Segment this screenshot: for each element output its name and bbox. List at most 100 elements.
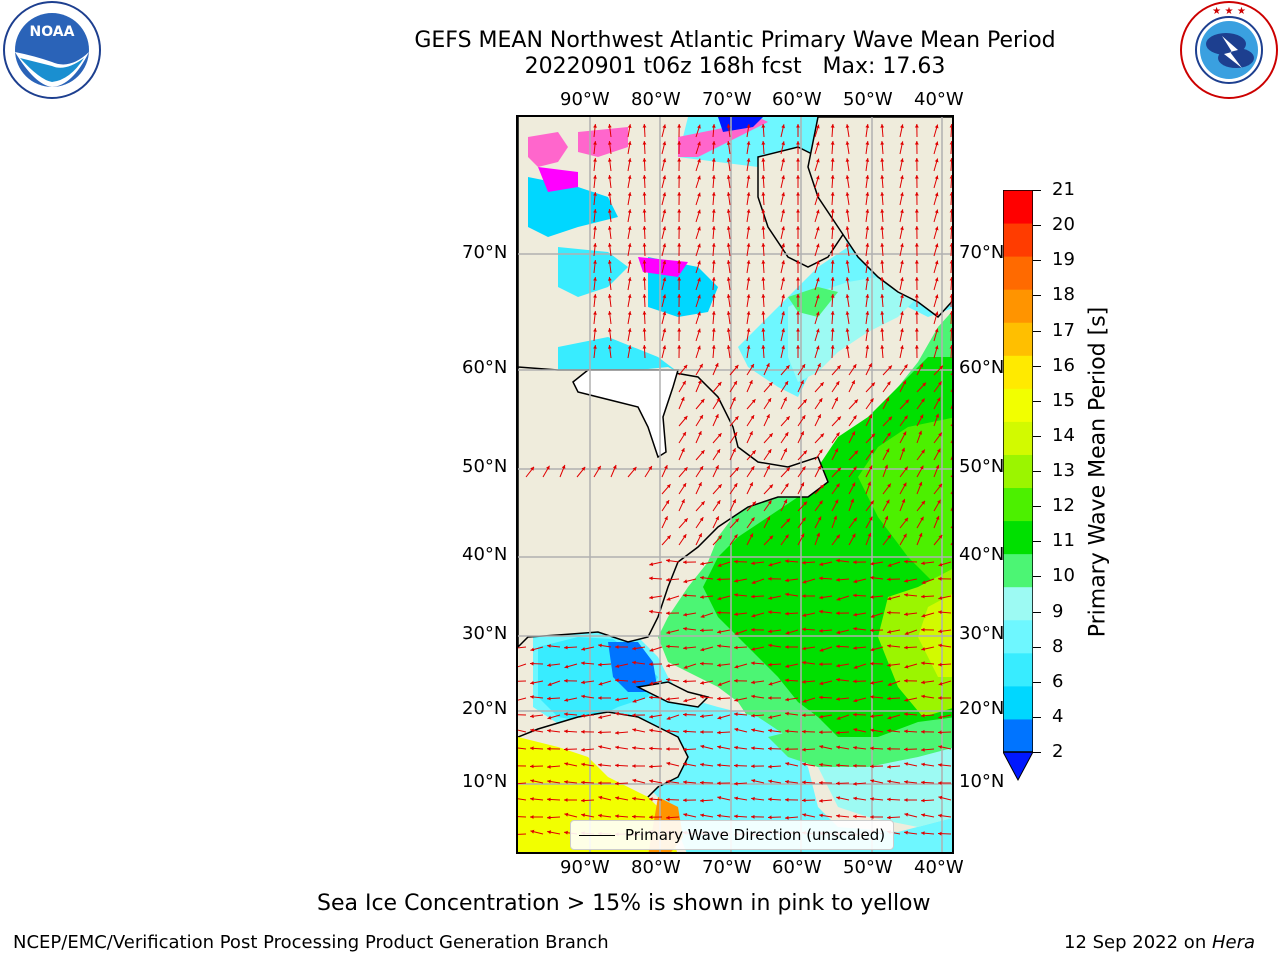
direction-arrowhead (746, 141, 751, 145)
direction-arrowhead (682, 432, 686, 436)
direction-arrowhead (785, 678, 789, 683)
colorbar-tick-label: 4 (1052, 705, 1064, 727)
direction-arrowhead (820, 484, 824, 489)
direction-arrowhead (785, 729, 789, 734)
direction-arrowhead (887, 644, 891, 648)
colorbar-tick-mark (1033, 435, 1041, 437)
direction-arrowhead (900, 141, 904, 146)
direction-arrowhead (593, 226, 597, 230)
direction-arrowhead (815, 328, 820, 333)
direction-arrowhead (530, 680, 535, 685)
direction-arrowhead (734, 467, 739, 472)
direction-arrowhead (949, 141, 952, 145)
direction-arrowhead (921, 762, 925, 767)
direction-arrowhead (845, 124, 850, 128)
direction-arrowhead (717, 813, 721, 818)
direction-arrowhead (715, 465, 719, 470)
direction-arrowhead (904, 593, 908, 597)
direction-arrowhead (632, 746, 636, 750)
direction-arrowhead (711, 243, 716, 247)
direction-arrowhead (697, 124, 701, 129)
direction-arrowhead (819, 500, 823, 505)
direction-arrowhead (734, 578, 739, 583)
direction-arrowhead (607, 226, 612, 230)
direction-arrowhead (700, 614, 705, 618)
direction-arrowhead (593, 158, 597, 162)
direction-arrowhead (711, 311, 716, 315)
direction-arrowhead (834, 397, 838, 402)
direction-arrowhead (785, 697, 789, 702)
direction-arrowhead (802, 579, 807, 584)
direction-arrowhead (884, 464, 888, 469)
direction-arrowhead (796, 141, 800, 145)
direction-arrowhead (914, 345, 919, 349)
direction-arrowhead (938, 763, 942, 767)
direction-arrowhead (921, 580, 926, 584)
direction-arrowhead (593, 141, 597, 145)
direction-arrowhead (683, 467, 688, 472)
direction-arrowhead (714, 363, 719, 367)
direction-arrowhead (815, 141, 820, 146)
direction-arrowhead (717, 715, 722, 720)
direction-arrowhead (698, 533, 702, 538)
direction-arrowhead (649, 662, 653, 667)
colorbar-band (1003, 454, 1033, 489)
direction-arrowhead (836, 796, 841, 800)
direction-arrowhead (642, 243, 647, 247)
nws-logo: ★ ★ ★ (1178, 0, 1280, 100)
direction-arrowhead (880, 260, 885, 264)
direction-arrowhead (683, 646, 687, 650)
direction-arrowhead (530, 829, 535, 834)
direction-arrowhead (870, 561, 874, 566)
direction-arrowhead (918, 532, 923, 537)
direction-arrowhead (627, 294, 632, 298)
direction-arrowhead (836, 483, 840, 488)
direction-arrowhead (662, 243, 667, 248)
direction-arrowhead (642, 175, 647, 179)
direction-arrowhead (786, 518, 790, 523)
direction-arrowhead (677, 175, 682, 179)
direction-arrowhead (716, 449, 721, 454)
colorbar-tick-label: 9 (1052, 600, 1064, 622)
direction-arrowhead (746, 209, 751, 213)
direction-arrowhead (900, 277, 904, 282)
direction-arrowhead (819, 780, 823, 785)
colorbar-band (1003, 487, 1033, 522)
direction-arrowhead (627, 192, 632, 196)
direction-arrowhead (769, 535, 773, 540)
direction-arrowhead (698, 431, 702, 436)
direction-arrowhead (853, 517, 857, 522)
direction-arrowhead (880, 124, 885, 128)
direction-arrowhead (796, 345, 800, 349)
direction-arrowhead (817, 516, 822, 521)
direction-arrowhead (612, 465, 617, 469)
direction-arrowhead (768, 382, 773, 387)
colorbar-band (1003, 553, 1033, 588)
direction-arrowhead (607, 124, 612, 128)
direction-arrowhead (547, 746, 551, 751)
direction-arrowhead (751, 561, 755, 566)
direction-arrowhead (830, 311, 835, 315)
direction-arrowhead (887, 534, 891, 539)
direction-arrowhead (700, 680, 705, 685)
direction-arrowhead (680, 397, 685, 401)
direction-arrowhead (564, 664, 569, 669)
direction-arrowhead (914, 158, 919, 162)
direction-arrowhead (666, 797, 670, 802)
direction-arrowhead (836, 577, 840, 582)
colorbar-tick-label: 6 (1052, 670, 1064, 692)
direction-arrowhead (666, 630, 671, 635)
direction-arrowhead (642, 260, 647, 264)
direction-arrowhead (830, 260, 835, 264)
direction-arrowhead (781, 260, 785, 265)
map-canvas (518, 117, 952, 852)
direction-arrowhead (937, 499, 941, 504)
direction-arrowhead (837, 467, 841, 472)
direction-arrowhead (784, 432, 789, 437)
direction-arrowhead (632, 796, 636, 801)
direction-arrowhead (761, 209, 766, 213)
direction-arrowhead (817, 414, 821, 419)
direction-arrowhead (607, 209, 612, 213)
direction-arrowhead (593, 294, 597, 298)
direction-arrowhead (607, 260, 612, 264)
